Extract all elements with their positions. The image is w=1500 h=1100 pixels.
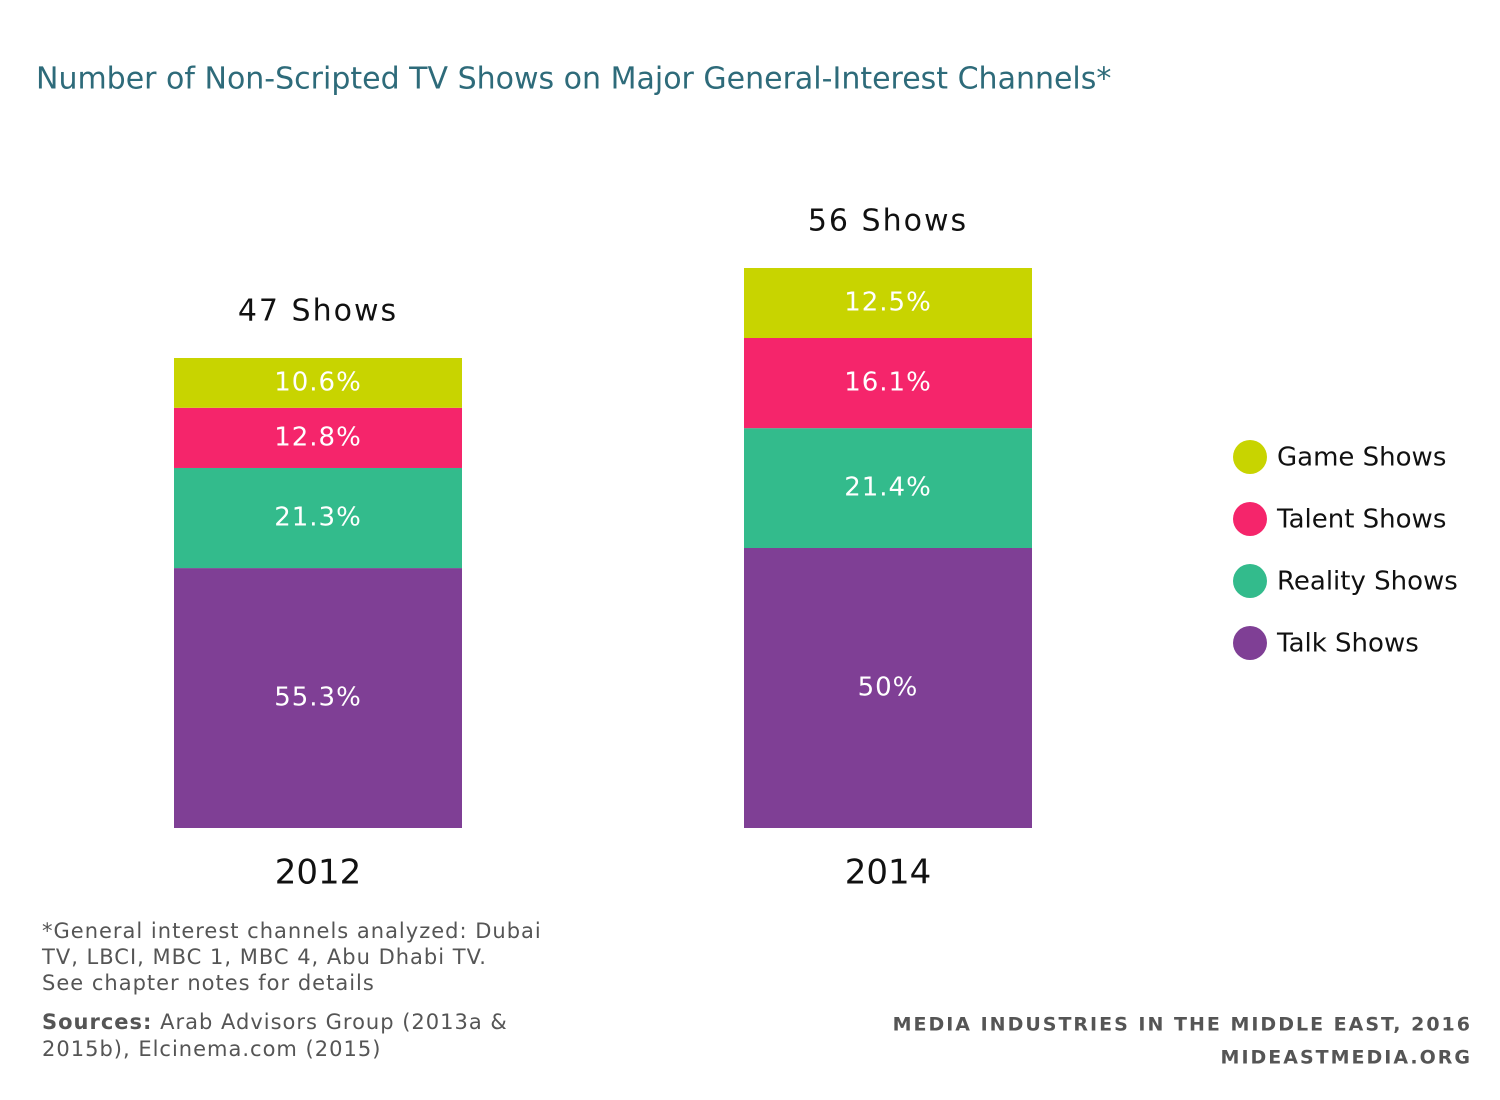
x-tick-label: 2014 — [845, 853, 932, 893]
sources-text: Arab Advisors Group (2013a & — [152, 1010, 507, 1034]
sources: Sources: Arab Advisors Group (2013a & — [42, 1010, 508, 1034]
data-label: 21.4% — [844, 473, 932, 503]
data-label: 12.8% — [274, 422, 362, 452]
total-label: 47 Shows — [238, 294, 398, 329]
legend-swatch — [1233, 564, 1267, 598]
bar-segment — [174, 358, 462, 408]
credit: MEDIA INDUSTRIES IN THE MIDDLE EAST, 201… — [893, 1014, 1472, 1036]
legend-swatch — [1233, 440, 1267, 474]
bar-segment — [744, 338, 1032, 429]
legend-label: Talent Shows — [1276, 505, 1446, 535]
footnote: See chapter notes for details — [42, 971, 375, 995]
data-label: 12.5% — [844, 288, 932, 318]
total-label: 56 Shows — [808, 204, 968, 239]
bar-segment — [174, 568, 462, 828]
footnote: *General interest channels analyzed: Dub… — [42, 919, 542, 943]
data-label: 21.3% — [274, 503, 362, 533]
bar-segment — [174, 407, 462, 468]
data-label: 50% — [858, 673, 919, 703]
legend-swatch — [1233, 626, 1267, 660]
bar-segment — [174, 467, 462, 569]
legend-swatch — [1233, 502, 1267, 536]
data-label: 10.6% — [274, 367, 362, 397]
x-tick-label: 2012 — [275, 853, 362, 893]
legend-label: Reality Shows — [1277, 567, 1458, 597]
bar-segment — [744, 548, 1032, 828]
chart-title: Number of Non-Scripted TV Shows on Major… — [36, 62, 1111, 97]
legend-label: Talk Shows — [1276, 629, 1419, 659]
legend-label: Game Shows — [1277, 443, 1446, 473]
data-label: 16.1% — [844, 368, 932, 398]
sources-label: Sources: — [42, 1010, 152, 1034]
bar-segment — [744, 428, 1032, 548]
footnote: TV, LBCI, MBC 1, MBC 4, Abu Dhabi TV. — [41, 945, 487, 969]
credit: MIDEASTMEDIA.ORG — [1221, 1047, 1472, 1069]
sources: 2015b), Elcinema.com (2015) — [42, 1037, 381, 1061]
bar-segment — [744, 268, 1032, 338]
data-label: 55.3% — [274, 683, 362, 713]
